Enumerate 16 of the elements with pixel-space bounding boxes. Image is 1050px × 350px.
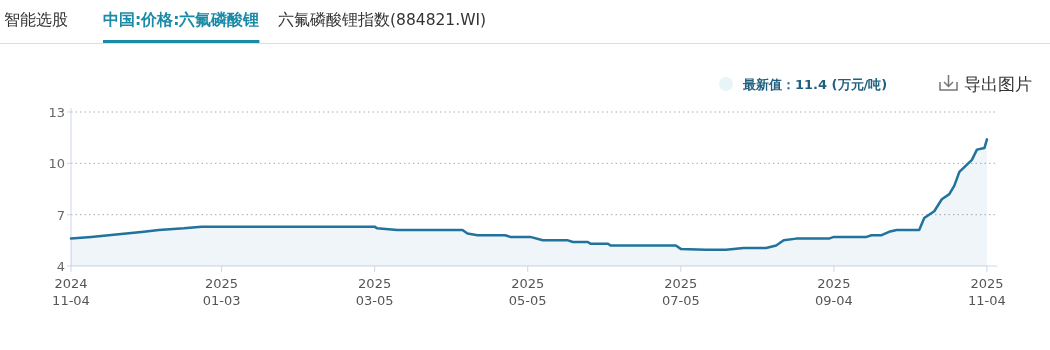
- text: 六氟磷酸锂指数(884821.WI): [278, 11, 487, 29]
- y-tick-label: 4: [56, 259, 65, 274]
- x-tick-label: 2025 07-05: [661, 276, 700, 308]
- text: 最新值：11.4 (万元/吨): [742, 77, 888, 92]
- x-tick-label: 2025 09-04: [814, 276, 853, 308]
- x-tick-label: 2025 01-03: [202, 276, 241, 308]
- x-tick-label: 2025 05-05: [508, 276, 547, 308]
- y-tick-label: 13: [48, 105, 65, 120]
- text: 中国:价格:六氟磷酸锂: [103, 11, 260, 29]
- text: 智能选股: [4, 11, 68, 29]
- y-tick-label: 10: [48, 156, 65, 172]
- x-tick-label: 2025 11-04: [968, 276, 1006, 308]
- y-tick-label: 7: [56, 207, 65, 223]
- text: 导出图片: [964, 74, 1032, 94]
- x-tick-label: 2024 11-04: [52, 276, 90, 308]
- x-tick-label: 2025 03-05: [355, 276, 394, 308]
